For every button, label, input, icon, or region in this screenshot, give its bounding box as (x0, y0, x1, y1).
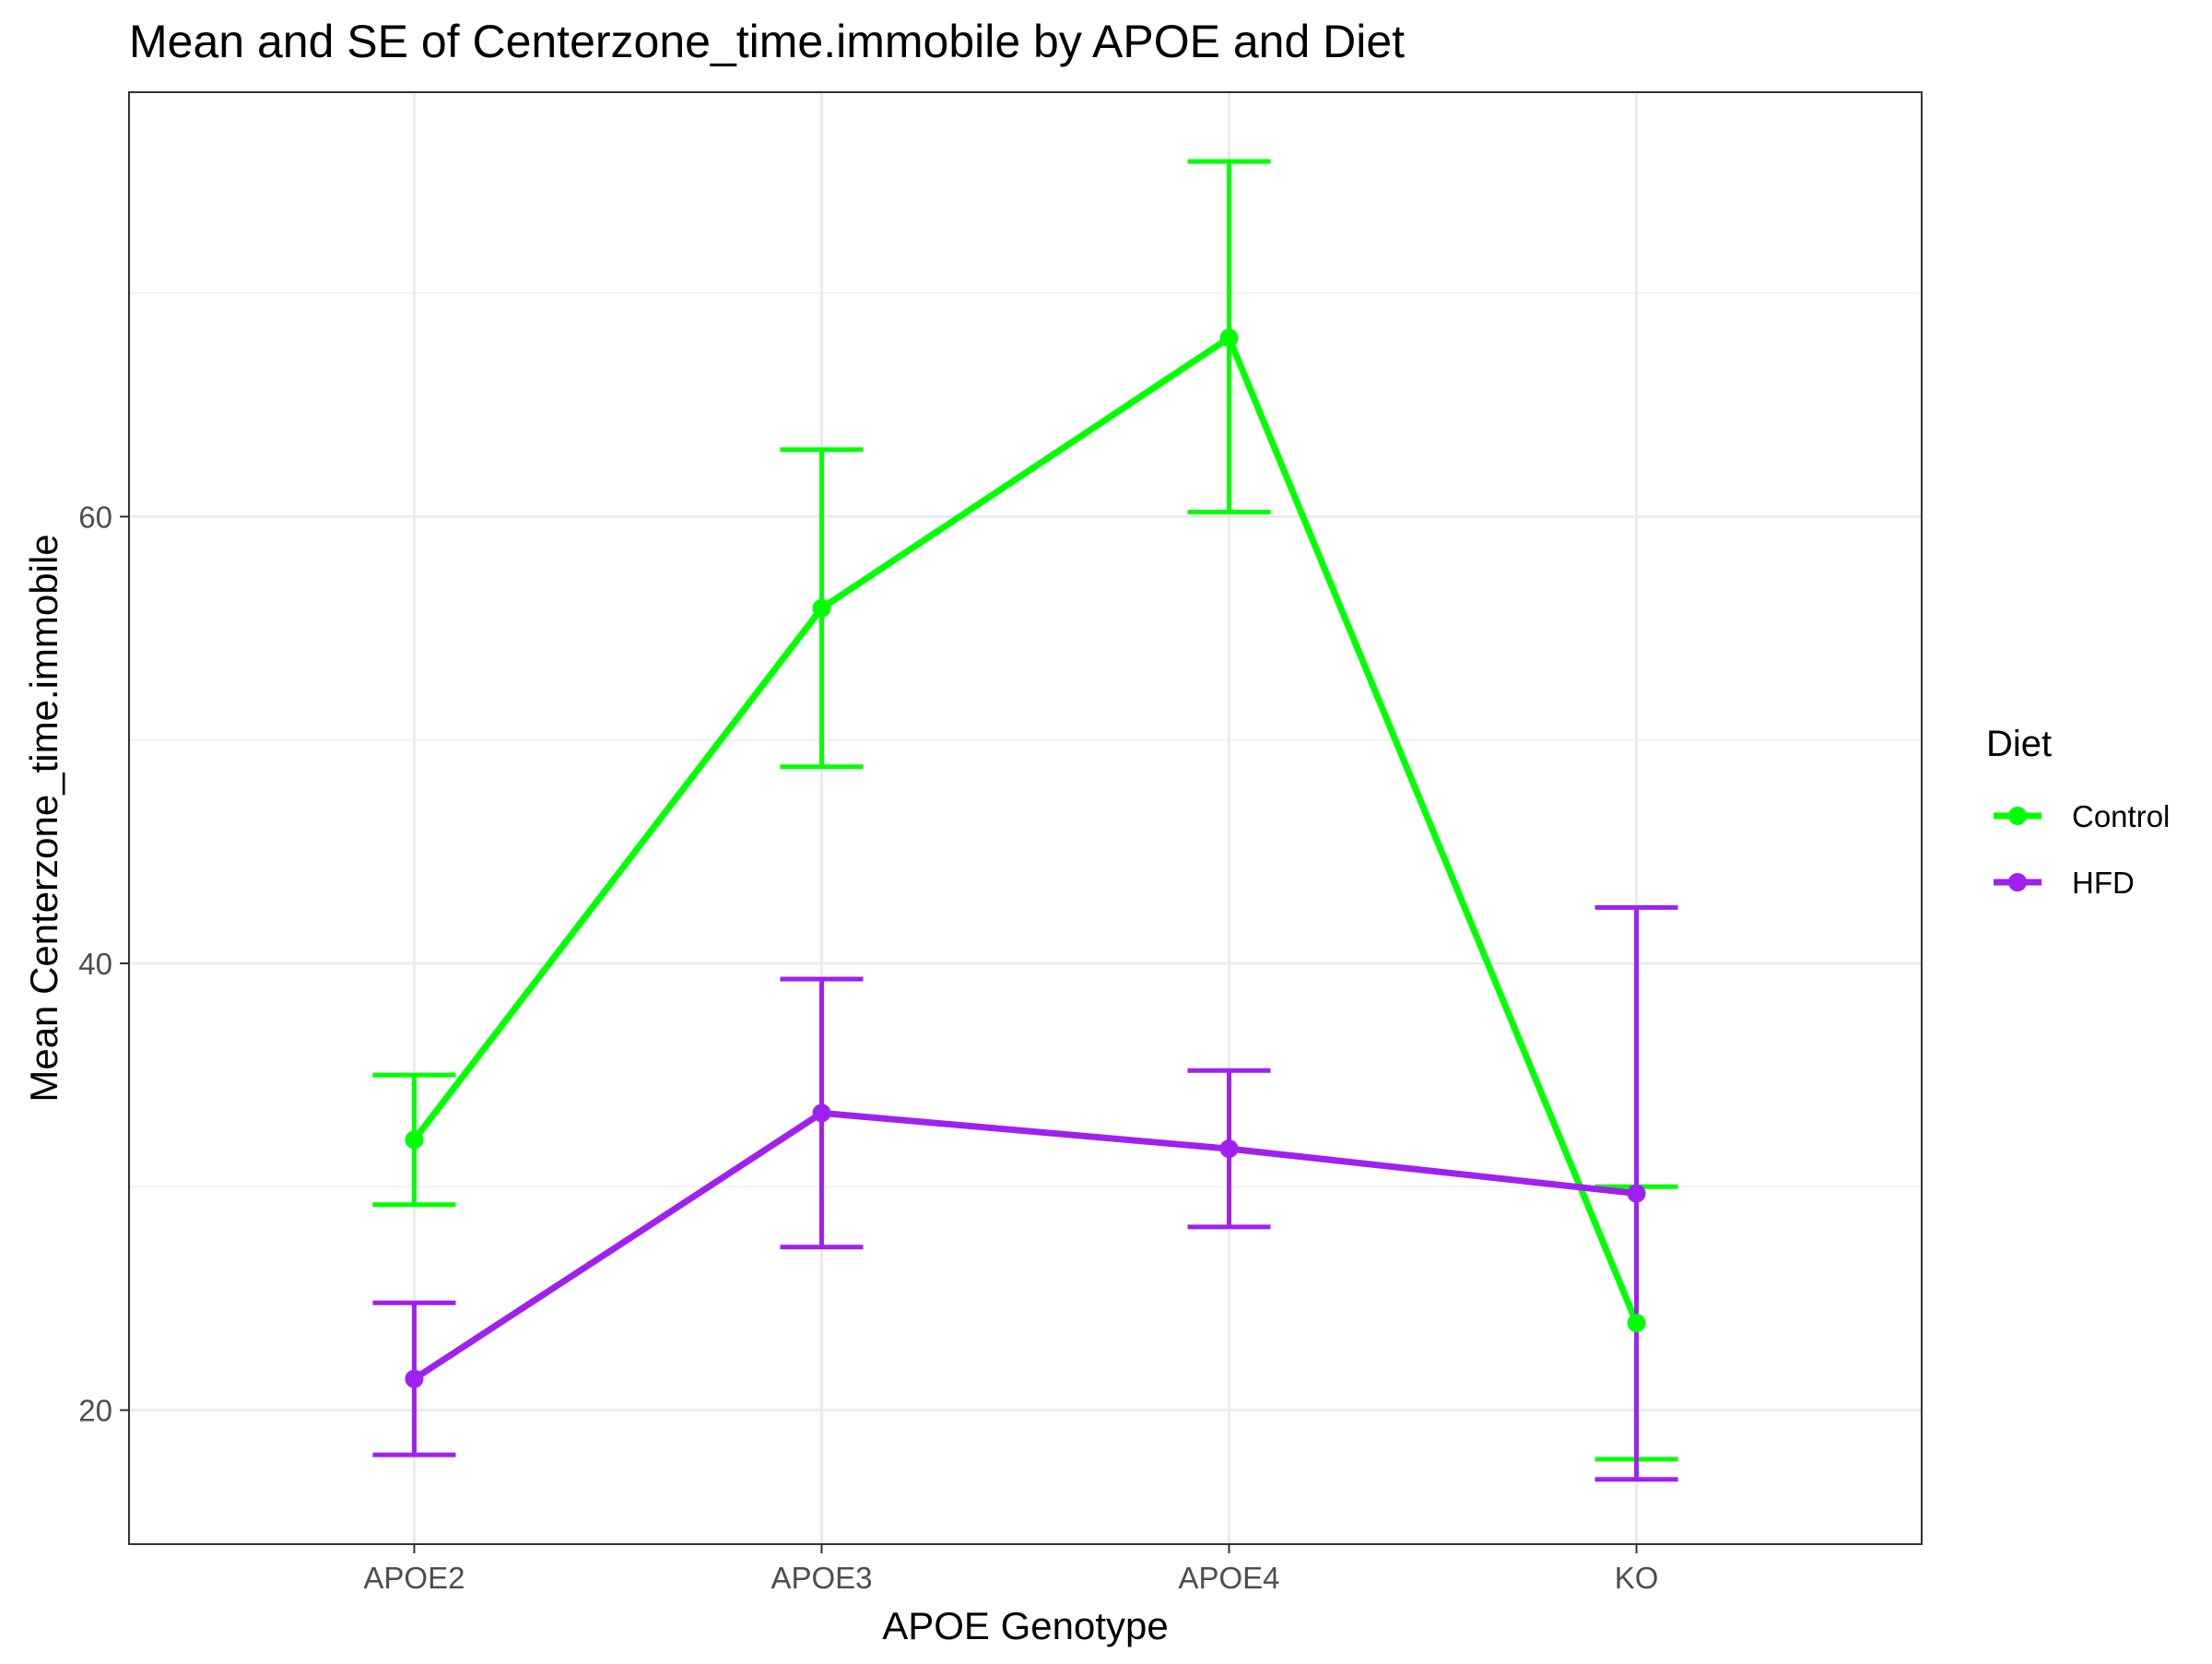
x-tick-label: APOE3 (771, 1561, 872, 1595)
data-point-hfd (1627, 1184, 1646, 1203)
y-tick-label: 40 (78, 947, 112, 981)
data-point-hfd (1219, 1139, 1239, 1159)
data-layer (372, 159, 1678, 1482)
legend-key-hfd (1994, 873, 2041, 891)
data-point-control (1627, 1314, 1646, 1333)
legend: Control HFD (1994, 799, 2170, 900)
y-axis-title: Mean Centerzone_time.immobile (22, 534, 65, 1102)
x-tick-label: KO (1615, 1561, 1659, 1595)
data-point-hfd (405, 1369, 424, 1388)
legend-key-point (2008, 807, 2027, 825)
data-point-control (405, 1130, 424, 1150)
axis-layer: 20 40 60 APOE2 APOE3 APOE4 KO (78, 91, 1923, 1595)
plot-panel-border (128, 91, 1923, 1545)
legend-label-control: Control (2072, 799, 2170, 833)
legend-key-control (1994, 807, 2041, 825)
legend-title: Diet (1986, 724, 2052, 764)
x-tick-label: APOE2 (363, 1561, 465, 1595)
chart-title: Mean and SE of Centerzone_time.immobile … (129, 16, 1405, 67)
legend-key-point (2008, 873, 2027, 891)
data-point-control (1219, 328, 1239, 348)
series-line-hfd (412, 1109, 1637, 1382)
legend-label-hfd: HFD (2072, 866, 2135, 900)
grid-layer (129, 92, 1922, 1544)
data-point-hfd (812, 1103, 831, 1123)
y-tick-label: 20 (78, 1394, 112, 1428)
data-point-control (812, 598, 831, 618)
series-line-control (411, 335, 1640, 1325)
y-tick-label: 60 (78, 500, 112, 534)
x-axis-title: APOE Genotype (882, 1604, 1169, 1647)
x-tick-label: APOE4 (1178, 1561, 1279, 1595)
